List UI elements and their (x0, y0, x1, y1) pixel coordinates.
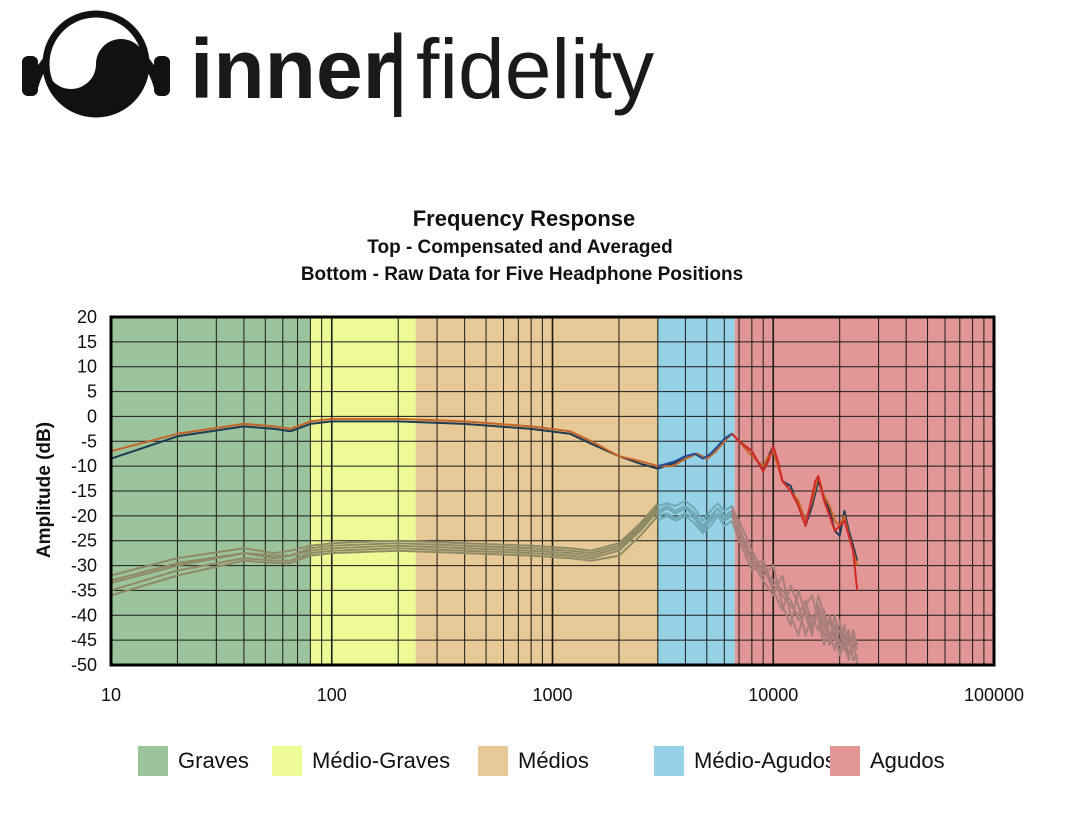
y-axis-label: Amplitude (dB) (34, 422, 55, 558)
legend-label: Médio-Graves (312, 748, 451, 773)
innerfidelity-logo: inner | fidelity (0, 0, 680, 130)
x-tick-label: 100 (317, 685, 347, 705)
brand-name-bold: inner (190, 22, 395, 116)
series-line-5 (110, 510, 659, 592)
series-line-16 (731, 515, 859, 657)
y-tick-label: 10 (77, 357, 97, 377)
y-tick-label: -10 (71, 456, 97, 476)
legend-label: Agudos (870, 748, 945, 773)
series-line-9 (657, 499, 733, 522)
y-tick-label: -25 (71, 531, 97, 551)
y-tick-label: -30 (71, 556, 97, 576)
y-tick-label: -5 (81, 431, 97, 451)
series-line-6 (110, 502, 659, 577)
legend-swatch (138, 746, 168, 776)
brand-name-light: fidelity (416, 22, 654, 116)
legend-item: Médio-Agudos (654, 744, 836, 778)
x-tick-label: 100000 (964, 685, 1024, 705)
legend-label: Médios (518, 748, 589, 773)
legend-item: Médio-Graves (272, 744, 450, 778)
chart-title: Frequency Response (413, 206, 636, 231)
y-tick-label: -40 (71, 605, 97, 625)
series-line-2 (657, 432, 733, 468)
x-axis-ticks: 10 100 1000 10000 100000 (101, 685, 1024, 705)
series-line-18 (731, 507, 859, 661)
brand-separator: | (386, 18, 409, 118)
legend-swatch (478, 746, 508, 776)
legend-item: Médios (478, 744, 589, 778)
series-line-3 (731, 433, 859, 591)
legend-swatch (830, 746, 860, 776)
series-line-12 (657, 514, 733, 535)
y-tick-label: -45 (71, 630, 97, 650)
x-tick-label: 10 (101, 685, 121, 705)
yin-yang-headphones-icon (22, 10, 170, 118)
chart-series (110, 417, 859, 666)
y-axis-ticks: 20 15 10 5 0 -5 -10 -15 -20 -25 -30 -35 -40 -45 -50 (71, 307, 97, 675)
chart-subtitle-bottom: Bottom - Raw Data for Five Headphone Pos… (301, 264, 743, 285)
y-tick-label: 5 (87, 382, 97, 402)
y-tick-label: -35 (71, 580, 97, 600)
chart-subtitle-top: Top - Compensated and Averaged (367, 237, 672, 258)
legend-swatch (272, 746, 302, 776)
series-line-7 (110, 515, 659, 597)
chart-legend: Graves Médio-Graves Médios Médio-Agudos Agud… (138, 744, 1038, 778)
series-line-13 (657, 507, 733, 530)
legend-label: Graves (178, 748, 249, 773)
series-line-11 (657, 512, 733, 532)
plot-frame (109, 315, 996, 667)
legend-swatch (654, 746, 684, 776)
y-tick-label: -15 (71, 481, 97, 501)
y-tick-label: -50 (71, 655, 97, 675)
series-line-8 (110, 507, 659, 584)
x-tick-label: 10000 (748, 685, 798, 705)
x-tick-label: 1000 (532, 685, 572, 705)
series-line-1 (110, 417, 859, 566)
legend-label: Médio-Agudos (694, 748, 836, 773)
legend-item: Agudos (830, 744, 945, 778)
y-tick-label: 20 (77, 307, 97, 327)
y-tick-label: 0 (87, 406, 97, 426)
y-tick-label: -20 (71, 506, 97, 526)
series-line-17 (731, 520, 859, 661)
legend-item: Graves (138, 744, 249, 778)
y-tick-label: 15 (77, 332, 97, 352)
